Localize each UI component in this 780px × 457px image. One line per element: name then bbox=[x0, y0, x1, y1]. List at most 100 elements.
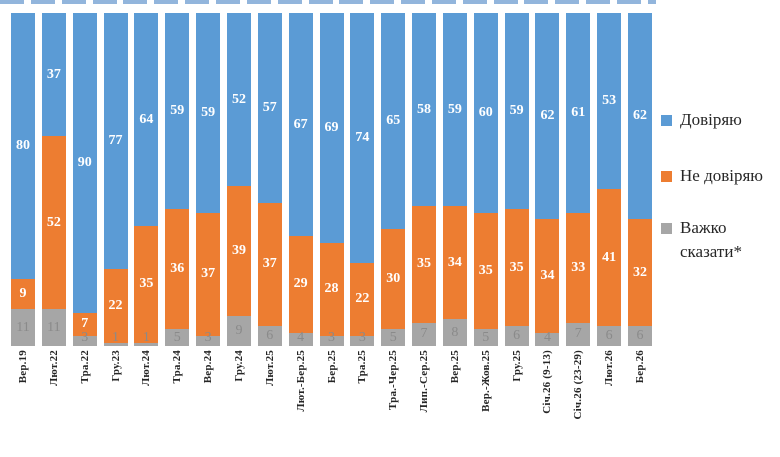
bar-value-label: 69 bbox=[324, 119, 339, 135]
bar-segment-trust bbox=[566, 13, 591, 213]
bar-segment-distrust bbox=[72, 312, 97, 336]
bar-segment-distrust bbox=[257, 202, 282, 326]
bar-value-label: 3 bbox=[81, 330, 89, 345]
bar-value-label: 35 bbox=[417, 256, 432, 272]
bar-segment-hard-to-say bbox=[350, 336, 375, 346]
bar-value-label: 11 bbox=[47, 319, 61, 335]
bar-value-label: 41 bbox=[602, 249, 617, 265]
x-axis-label: Бер.25 bbox=[325, 350, 338, 384]
chart-legend: Довіряю Не довіряю Важко сказати* bbox=[661, 108, 779, 264]
bar-value-label: 34 bbox=[540, 268, 555, 284]
legend-label-distrust: Не довіряю bbox=[680, 166, 763, 185]
x-axis-label: Січ.26 (23-29) bbox=[572, 350, 585, 420]
bar-value-label: 90 bbox=[77, 154, 92, 170]
x-axis-label: Тра.22 bbox=[78, 350, 91, 384]
bar-value-label: 67 bbox=[293, 116, 308, 132]
legend-item-hard-to-say: Важко сказати* bbox=[661, 216, 779, 264]
bar-segment-hard-to-say bbox=[566, 322, 591, 346]
bar-segment-trust bbox=[103, 13, 128, 270]
bar-segment-trust bbox=[41, 13, 66, 137]
bar-value-label: 22 bbox=[355, 291, 370, 307]
top-crop-strip-segment bbox=[61, 0, 86, 4]
bar-value-label: 52 bbox=[231, 91, 246, 107]
bar-segment-trust bbox=[11, 13, 35, 280]
bar-segment-distrust bbox=[41, 136, 66, 310]
bar-value-label: 33 bbox=[571, 259, 586, 275]
bar-value-label: 9 bbox=[235, 323, 243, 338]
bar-value-label: 1 bbox=[142, 330, 150, 345]
bar-value-label: 64 bbox=[139, 111, 154, 127]
bar-segment-hard-to-say bbox=[165, 329, 190, 346]
top-crop-strip-segment bbox=[277, 0, 302, 4]
top-crop-strip-segment bbox=[431, 0, 456, 4]
x-axis-label: Тра.24 bbox=[171, 350, 184, 384]
bar-segment-distrust bbox=[473, 212, 498, 330]
x-axis-label: Вер.25 bbox=[448, 350, 461, 384]
bar-segment-trust bbox=[134, 13, 159, 227]
bar-value-label: 3 bbox=[358, 330, 366, 345]
bar-segment-distrust bbox=[134, 226, 159, 343]
top-crop-strip-segment bbox=[185, 0, 210, 4]
x-axis-label: Вер.19 bbox=[17, 350, 29, 384]
x-axis-label: Гру.24 bbox=[232, 350, 245, 382]
bar-value-label: 6 bbox=[605, 328, 613, 343]
bar-segment-hard-to-say bbox=[134, 342, 159, 346]
bar-value-label: 11 bbox=[16, 319, 30, 335]
bar-segment-trust bbox=[597, 13, 622, 190]
x-axis-label: Вер.-Жов.25 bbox=[479, 350, 492, 412]
bar-value-label: 34 bbox=[447, 254, 462, 270]
top-crop-strip-segment bbox=[493, 0, 518, 4]
bar-value-label: 28 bbox=[324, 281, 339, 297]
bar-segment-hard-to-say bbox=[41, 309, 66, 346]
bar-value-label: 80 bbox=[16, 138, 30, 154]
bar-segment-distrust bbox=[350, 262, 375, 336]
bar-value-label: 32 bbox=[633, 264, 647, 280]
bar-value-label: 53 bbox=[602, 93, 617, 109]
top-crop-strip-segment bbox=[401, 0, 426, 4]
bar-value-label: 74 bbox=[355, 129, 370, 145]
bar-value-label: 62 bbox=[540, 108, 555, 124]
bar-value-label: 35 bbox=[509, 259, 524, 275]
bar-segment-trust bbox=[165, 13, 190, 210]
bar-segment-distrust bbox=[381, 229, 406, 330]
bar-value-label: 29 bbox=[293, 276, 308, 292]
legend-swatch-trust-icon bbox=[661, 115, 672, 126]
bar-segment-trust bbox=[257, 13, 282, 203]
bar-segment-hard-to-say bbox=[257, 326, 282, 346]
legend-label-trust: Довіряю bbox=[680, 110, 742, 129]
bar-segment-distrust bbox=[319, 242, 344, 336]
top-crop-strip-segment bbox=[555, 0, 580, 4]
bar-value-label: 60 bbox=[478, 104, 493, 120]
bar-segment-hard-to-say bbox=[412, 322, 437, 346]
top-crop-strip-segment bbox=[524, 0, 549, 4]
bar-segment-hard-to-say bbox=[103, 342, 128, 346]
x-axis-label: Лип.-Сер.25 bbox=[418, 350, 431, 413]
bar-value-label: 5 bbox=[173, 329, 181, 345]
bar-segment-hard-to-say bbox=[504, 326, 529, 346]
top-crop-strip-segment bbox=[308, 0, 333, 4]
top-crop-strip-segment bbox=[246, 0, 271, 4]
legend-item-distrust: Не довіряю bbox=[661, 164, 779, 188]
bar-segment-trust bbox=[288, 13, 313, 237]
bar-value-label: 5 bbox=[389, 329, 397, 345]
bar-segment-trust bbox=[442, 13, 467, 207]
bar-value-label: 7 bbox=[574, 326, 582, 342]
bar-segment-distrust bbox=[288, 236, 313, 333]
bar-value-label: 22 bbox=[108, 298, 123, 314]
bar-segment-trust bbox=[350, 13, 375, 263]
bar-segment-hard-to-say bbox=[72, 336, 97, 346]
x-axis-label: Лют.25 bbox=[263, 350, 276, 386]
bar-segment-distrust bbox=[412, 206, 437, 323]
bar-value-label: 37 bbox=[201, 266, 216, 282]
top-crop-strip-segment bbox=[586, 0, 611, 4]
bar-segment-distrust bbox=[628, 219, 652, 326]
top-crop-strip-segment bbox=[647, 0, 656, 4]
bar-value-label: 4 bbox=[543, 330, 551, 345]
bar-segment-trust bbox=[72, 13, 97, 313]
x-axis-label: Гру.25 bbox=[510, 350, 523, 382]
bar-segment-distrust bbox=[103, 269, 128, 343]
bar-segment-trust bbox=[535, 13, 560, 220]
bar-segment-trust bbox=[628, 13, 652, 220]
bar-value-label: 52 bbox=[46, 214, 61, 230]
